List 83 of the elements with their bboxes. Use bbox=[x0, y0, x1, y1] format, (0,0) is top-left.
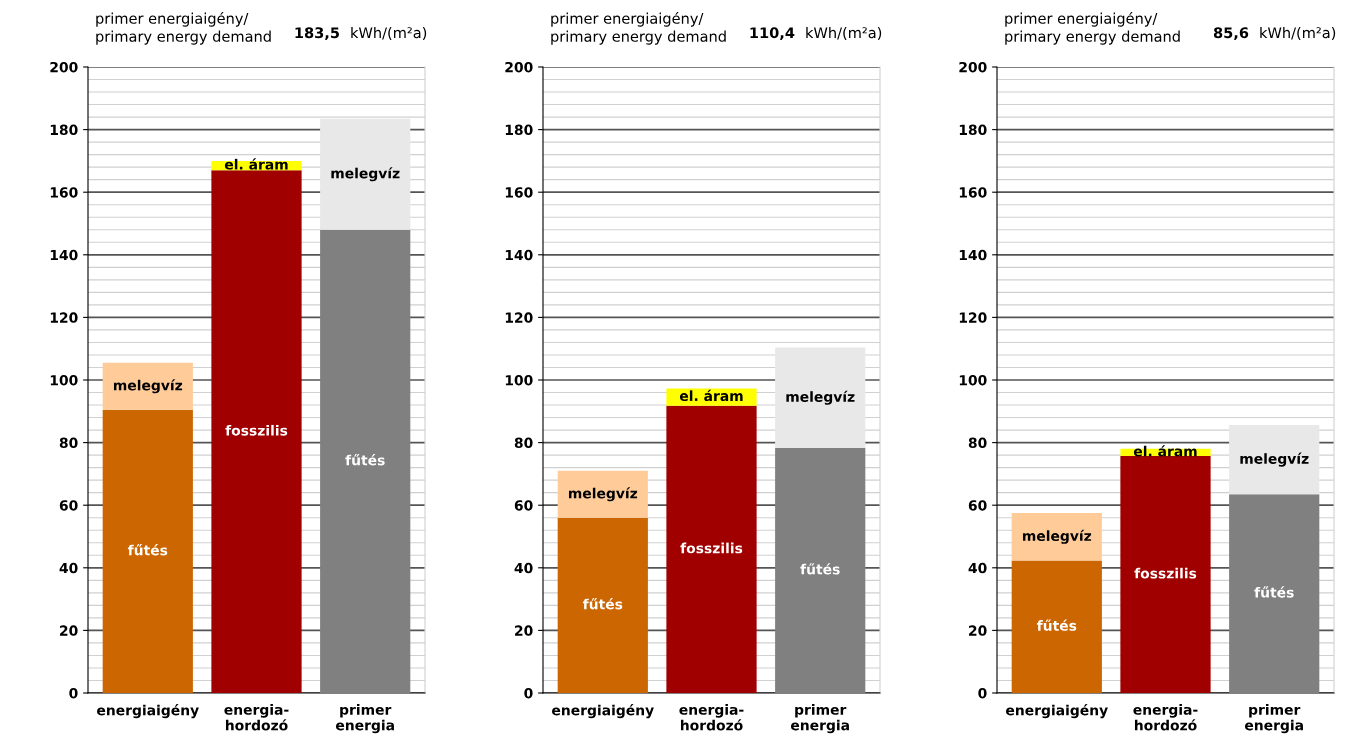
y-tick-label: 200 bbox=[959, 61, 987, 73]
y-tick-label: 100 bbox=[505, 374, 533, 386]
x-tick-label: energiaigény bbox=[552, 704, 654, 719]
bar bbox=[775, 347, 866, 448]
data-label: melegvíz bbox=[331, 167, 400, 182]
x-tick-label: energia- hordozó bbox=[1133, 704, 1198, 731]
bar bbox=[102, 409, 193, 693]
text: 183,5 bbox=[295, 27, 339, 41]
bar bbox=[1229, 494, 1320, 693]
y-tick-label: 180 bbox=[50, 124, 78, 136]
chart-title: primer energiaigény/ primary energy demand bbox=[1005, 12, 1180, 45]
data-label: fűtés bbox=[1036, 619, 1077, 631]
x-tick-label: primer energia bbox=[1244, 704, 1303, 734]
y-tick-label: 0 bbox=[524, 687, 533, 699]
y-tick-label: 80 bbox=[59, 437, 78, 449]
text: kWh/(m²a) bbox=[806, 26, 882, 40]
data-label: melegvíz bbox=[1240, 452, 1309, 467]
y-tick-label: 140 bbox=[505, 249, 533, 261]
y-tick-label: 60 bbox=[514, 500, 533, 511]
y-tick-label: 120 bbox=[959, 312, 987, 323]
data-label: fűtés bbox=[127, 544, 168, 556]
bar bbox=[1011, 560, 1102, 693]
text: kWh/(m²a) bbox=[1260, 26, 1336, 40]
y-tick-label: 100 bbox=[50, 374, 78, 386]
y-tick-label: 160 bbox=[505, 187, 533, 198]
bar bbox=[557, 517, 648, 693]
data-label: el. áram bbox=[224, 158, 288, 170]
y-tick-label: 180 bbox=[959, 124, 987, 136]
data-label: fűtés bbox=[1254, 586, 1294, 598]
bar bbox=[1229, 425, 1320, 495]
y-tick-label: 40 bbox=[514, 562, 533, 574]
data-label: fosszilis bbox=[680, 542, 743, 554]
text: 110,4 bbox=[750, 27, 795, 41]
y-tick-label: 140 bbox=[959, 249, 987, 261]
chart-title: primer energiaigény/ primary energy demand bbox=[96, 12, 271, 45]
chart-title: primer energiaigény/ primary energy demand bbox=[551, 12, 726, 45]
y-tick-label: 0 bbox=[978, 687, 987, 699]
text: 85,6 bbox=[1213, 27, 1249, 41]
bar bbox=[320, 118, 411, 230]
bar bbox=[211, 170, 302, 693]
data-label: melegvíz bbox=[786, 390, 855, 405]
y-tick-label: 20 bbox=[60, 625, 78, 636]
bar bbox=[102, 362, 193, 410]
y-tick-label: 80 bbox=[968, 437, 987, 449]
bar bbox=[1011, 513, 1102, 561]
y-tick-label: 160 bbox=[50, 187, 78, 198]
y-tick-label: 120 bbox=[50, 312, 78, 323]
data-label: melegvíz bbox=[113, 379, 183, 394]
x-tick-label: energia- hordozó bbox=[224, 704, 289, 731]
y-tick-label: 20 bbox=[515, 625, 533, 636]
y-tick-label: 200 bbox=[50, 61, 78, 73]
y-tick-label: 120 bbox=[505, 312, 533, 323]
y-tick-label: 80 bbox=[514, 437, 533, 449]
data-label: melegvíz bbox=[568, 487, 638, 502]
x-tick-label: primer energia bbox=[335, 704, 394, 734]
y-tick-label: 0 bbox=[69, 687, 78, 699]
bar bbox=[557, 470, 648, 518]
y-tick-label: 100 bbox=[959, 374, 987, 386]
data-label: melegvíz bbox=[1022, 529, 1092, 544]
bar bbox=[1120, 456, 1211, 693]
y-tick-label: 200 bbox=[505, 61, 533, 73]
x-tick-label: energiaigény bbox=[1006, 704, 1108, 719]
x-tick-label: energiaigény bbox=[97, 704, 199, 719]
bar bbox=[775, 447, 866, 693]
data-label: fosszilis bbox=[1134, 567, 1197, 579]
bar bbox=[320, 229, 411, 693]
data-label: fűtés bbox=[800, 563, 840, 575]
data-label: fűtés bbox=[345, 454, 385, 466]
y-tick-label: 40 bbox=[59, 562, 78, 574]
y-tick-label: 40 bbox=[968, 562, 987, 574]
y-tick-label: 20 bbox=[969, 625, 987, 636]
data-label: el. áram bbox=[679, 389, 743, 402]
text: kWh/(m²a) bbox=[351, 26, 427, 40]
y-tick-label: 180 bbox=[505, 124, 533, 136]
y-tick-label: 160 bbox=[959, 187, 987, 198]
data-label: fűtés bbox=[582, 598, 623, 610]
bar bbox=[666, 405, 757, 693]
x-tick-label: primer energia bbox=[790, 704, 849, 734]
data-label: fosszilis bbox=[225, 424, 288, 436]
y-tick-label: 140 bbox=[50, 249, 78, 261]
x-tick-label: energia- hordozó bbox=[679, 704, 744, 731]
y-tick-label: 60 bbox=[59, 500, 78, 511]
y-tick-label: 60 bbox=[968, 500, 987, 511]
